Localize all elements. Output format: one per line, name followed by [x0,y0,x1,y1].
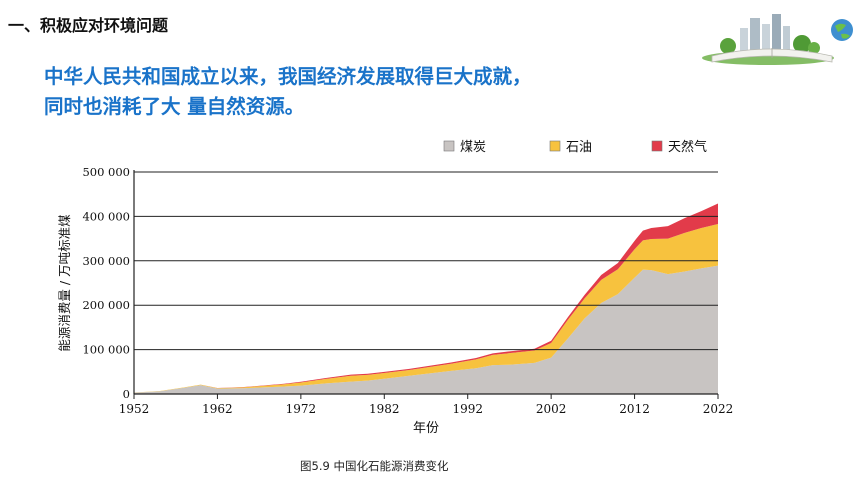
headline: 中华人民共和国成立以来，我国经济发展取得巨大成就， 同时也消耗了大 量自然资源。 [44,62,684,122]
fossil-energy-chart: 0 100 000 200 000 300 000 400 000 500 000 1952… [57,139,733,473]
figure-caption: 图5.9 中国化石能源消费变化 [300,459,449,473]
area-layers [134,172,718,394]
x-tick-label: 1952 [119,402,150,416]
x-tick-label: 2012 [619,402,650,416]
x-tick-label: 1992 [452,402,483,416]
legend-label-gas: 天然气 [668,139,707,155]
y-tick-label: 300 000 [82,254,130,268]
y-tick-label: 100 000 [82,343,130,357]
headline-line-2: 同时也消耗了大 量自然资源。 [44,95,305,118]
x-tick-label: 1972 [286,402,317,416]
y-tick-label: 200 000 [82,298,130,312]
axes: 0 100 000 200 000 300 000 400 000 500 000 1952… [57,165,733,473]
x-tick-label: 1982 [369,402,400,416]
legend-swatch-oil [549,140,561,152]
x-tick-label: 2022 [703,402,734,416]
legend-label-oil: 石油 [566,140,592,155]
y-tick-label: 500 000 [82,165,130,179]
x-tick-label: 2002 [536,402,567,416]
legend-swatch-gas [651,140,663,152]
y-axis-title: 能源消费量 / 万吨标准煤 [57,214,72,352]
legend-swatch-coal [443,140,455,152]
legend-label-coal: 煤炭 [460,140,486,155]
y-tick-label: 400 000 [82,209,130,223]
series-oil-area [134,223,718,393]
x-axis-title: 年份 [413,421,439,436]
legend: 煤炭 石油 天然气 [443,139,707,155]
grid-lines [134,171,718,351]
x-tick-label: 1962 [202,402,233,416]
headline-line-1: 中华人民共和国成立以来，我国经济发展取得巨大成就， [44,65,532,88]
book-city-illustration [702,14,853,65]
series-coal-area [134,265,718,394]
section-title: 一、积极应对环境问题 [8,16,169,35]
y-tick-label: 0 [123,387,130,401]
